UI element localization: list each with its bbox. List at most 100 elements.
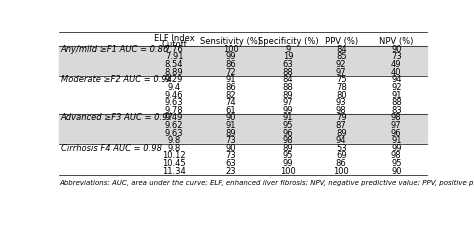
Text: 99: 99 — [391, 144, 401, 153]
Text: 86: 86 — [226, 83, 237, 92]
Text: 7.91: 7.91 — [165, 52, 183, 62]
Text: 91: 91 — [226, 75, 236, 84]
Text: 92: 92 — [391, 83, 401, 92]
Text: 95: 95 — [391, 159, 401, 168]
Text: 9.49: 9.49 — [165, 113, 183, 122]
Text: 94: 94 — [336, 136, 346, 145]
Text: 88: 88 — [283, 68, 293, 77]
Text: 63: 63 — [226, 159, 237, 168]
Text: 8.89: 8.89 — [165, 68, 183, 77]
Text: 9.46: 9.46 — [165, 91, 183, 99]
Text: 97: 97 — [391, 121, 401, 130]
Text: 80: 80 — [336, 91, 346, 99]
Text: 95: 95 — [283, 121, 293, 130]
Text: 8.54: 8.54 — [165, 60, 183, 69]
Text: 73: 73 — [226, 136, 237, 145]
Text: 61: 61 — [226, 106, 237, 115]
Text: 99: 99 — [226, 52, 236, 62]
Bar — [59, 46, 427, 76]
Text: 89: 89 — [283, 91, 293, 99]
Text: 86: 86 — [226, 60, 237, 69]
Text: 89: 89 — [283, 144, 293, 153]
Bar — [59, 114, 427, 144]
Text: Cirrhosis F4 AUC = 0.98: Cirrhosis F4 AUC = 0.98 — [61, 144, 162, 153]
Text: 9.8: 9.8 — [167, 136, 181, 145]
Text: 94: 94 — [391, 75, 401, 84]
Text: 84: 84 — [336, 45, 346, 54]
Text: 78: 78 — [336, 83, 346, 92]
Text: 91: 91 — [391, 91, 401, 99]
Text: 91: 91 — [283, 113, 293, 122]
Text: 84: 84 — [283, 75, 293, 84]
Text: NPV (%): NPV (%) — [379, 37, 413, 46]
Text: 92: 92 — [336, 60, 346, 69]
Text: 99: 99 — [283, 106, 293, 115]
Text: 89: 89 — [336, 128, 346, 138]
Text: Sensitivity (%): Sensitivity (%) — [201, 37, 262, 46]
Text: 49: 49 — [391, 60, 401, 69]
Text: 69: 69 — [336, 151, 346, 160]
Text: 9.78: 9.78 — [165, 106, 183, 115]
Text: 98: 98 — [391, 151, 401, 160]
Text: 90: 90 — [391, 167, 401, 175]
Text: 74: 74 — [226, 98, 237, 107]
Text: 72: 72 — [226, 68, 237, 77]
Text: 95: 95 — [283, 151, 293, 160]
Text: 97: 97 — [283, 98, 293, 107]
Text: 9: 9 — [285, 45, 291, 54]
Bar — [59, 32, 427, 46]
Text: 73: 73 — [226, 151, 237, 160]
Text: 98: 98 — [336, 106, 346, 115]
Text: 11.34: 11.34 — [162, 167, 186, 175]
Text: 73: 73 — [391, 52, 401, 62]
Text: 23: 23 — [226, 167, 237, 175]
Text: Cutoff: Cutoff — [161, 40, 187, 49]
Text: 90: 90 — [226, 113, 236, 122]
Text: 83: 83 — [391, 106, 401, 115]
Text: 9.4: 9.4 — [167, 83, 181, 92]
Text: 90: 90 — [226, 144, 236, 153]
Text: 9.29: 9.29 — [165, 75, 183, 84]
Text: 88: 88 — [391, 98, 401, 107]
Text: 91: 91 — [391, 136, 401, 145]
Text: 10.12: 10.12 — [162, 151, 186, 160]
Text: 100: 100 — [223, 45, 239, 54]
Text: 9.63: 9.63 — [165, 98, 183, 107]
Text: PPV (%): PPV (%) — [325, 37, 358, 46]
Text: 100: 100 — [280, 167, 296, 175]
Text: 19: 19 — [283, 52, 293, 62]
Text: 96: 96 — [391, 128, 401, 138]
Text: 98: 98 — [283, 136, 293, 145]
Text: 9.62: 9.62 — [165, 121, 183, 130]
Text: 90: 90 — [391, 45, 401, 54]
Text: 63: 63 — [283, 60, 293, 69]
Text: 75: 75 — [336, 75, 346, 84]
Text: Abbreviations: AUC, area under the curve; ELF, enhanced liver fibrosis; NPV, neg: Abbreviations: AUC, area under the curve… — [59, 180, 474, 186]
Text: 7.76: 7.76 — [164, 45, 183, 54]
Text: 93: 93 — [336, 98, 346, 107]
Text: Specificity (%): Specificity (%) — [257, 37, 318, 46]
Text: 99: 99 — [283, 159, 293, 168]
Text: 88: 88 — [283, 83, 293, 92]
Text: Advanced ≥F3 AUC = 0.97: Advanced ≥F3 AUC = 0.97 — [61, 113, 173, 122]
Text: 91: 91 — [226, 121, 236, 130]
Text: 10.45: 10.45 — [162, 159, 186, 168]
Bar — [59, 144, 427, 175]
Text: Moderate ≥F2 AUC = 0.94: Moderate ≥F2 AUC = 0.94 — [61, 75, 172, 84]
Text: 86: 86 — [336, 159, 346, 168]
Text: 82: 82 — [226, 91, 237, 99]
Text: Any/mild ≥F1 AUC = 0.86: Any/mild ≥F1 AUC = 0.86 — [61, 45, 169, 54]
Text: 87: 87 — [336, 121, 346, 130]
Bar — [59, 76, 427, 114]
Text: 89: 89 — [226, 128, 237, 138]
Text: 97: 97 — [336, 68, 346, 77]
Text: 40: 40 — [391, 68, 401, 77]
Text: 53: 53 — [336, 144, 346, 153]
Text: 96: 96 — [283, 128, 293, 138]
Text: 79: 79 — [336, 113, 346, 122]
Text: 100: 100 — [333, 167, 349, 175]
Text: 9.63: 9.63 — [165, 128, 183, 138]
Text: 98: 98 — [391, 113, 401, 122]
Text: ELF Index: ELF Index — [154, 34, 194, 43]
Text: 85: 85 — [336, 52, 346, 62]
